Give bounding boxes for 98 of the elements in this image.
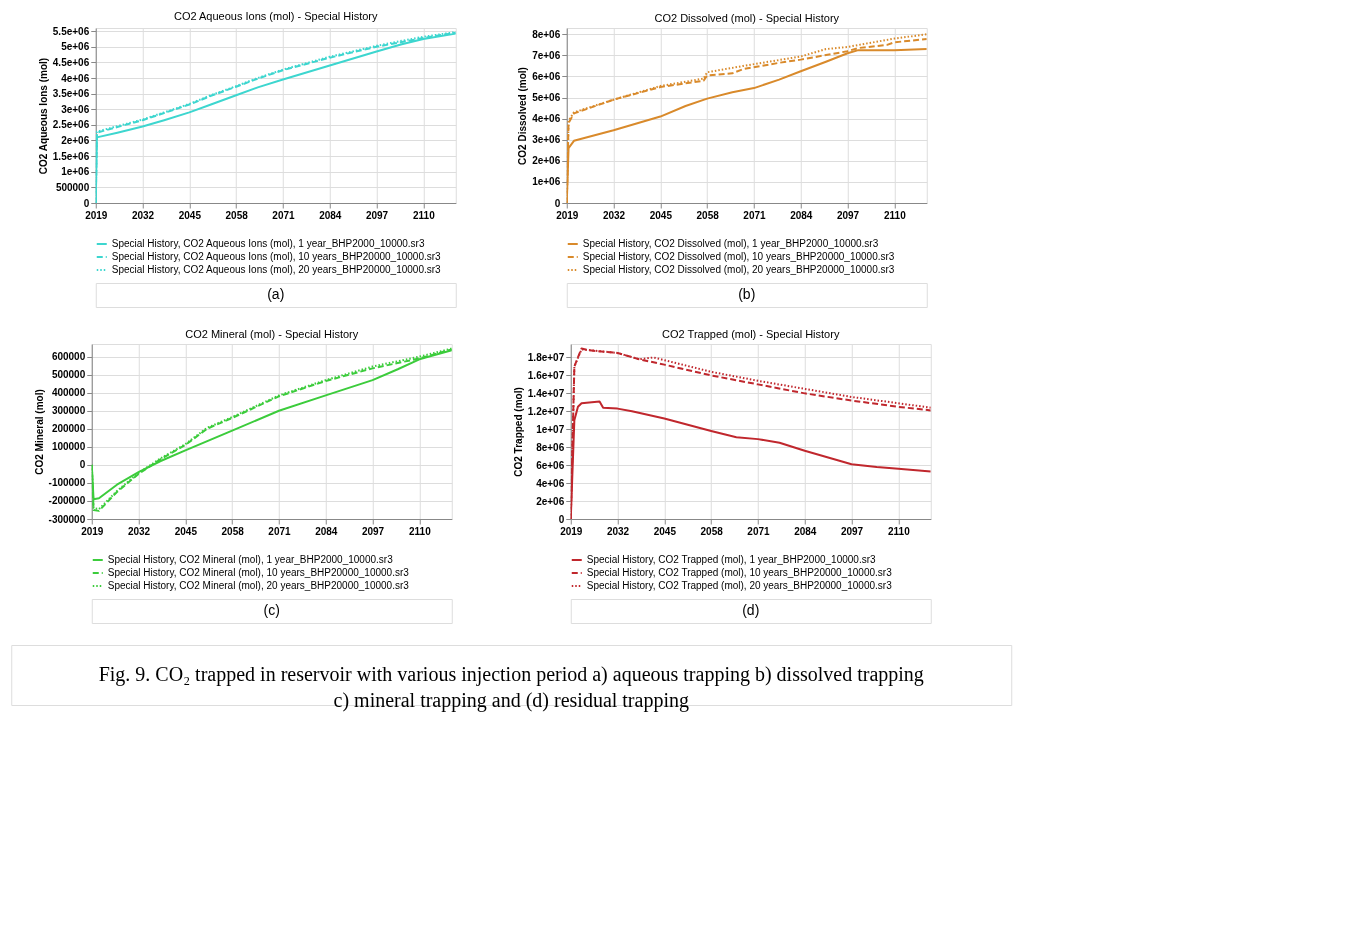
y-tick-label: 3e+06 [532,134,561,146]
y-tick-label: 4e+06 [536,477,565,489]
x-tick-label: 2045 [174,525,198,537]
x-tick-label: 2110 [884,209,907,221]
y-axis-title: CO2 Dissolved (mol) [517,67,529,165]
x-tick-label: 2110 [888,525,911,537]
y-tick-label: 6e+06 [532,70,561,82]
chart-title: CO2 Dissolved (mol) - Special History [654,12,840,24]
x-tick-label: 2045 [653,525,677,537]
y-tick-label: 1e+06 [532,176,561,188]
legend-label: Special History, CO2 Trapped (mol), 20 years_BHP20000_10000.sr3 [586,580,893,591]
x-tick-label: 2084 [319,209,342,221]
y-tick-label: 1.2e+07 [527,405,565,417]
y-tick-label: 1e+06 [61,166,90,178]
y-tick-label: 600000 [51,351,86,363]
x-tick-label: 2084 [790,209,813,221]
y-tick-label: 8e+06 [532,28,561,40]
y-tick-label: 6e+06 [536,459,565,471]
y-axis-title: CO2 Trapped (mol) [512,387,524,477]
y-tick-label: 5.5e+06 [52,25,90,37]
y-tick-label: 1.5e+06 [52,150,90,162]
x-tick-label: 2019 [85,209,108,221]
text: (d) [742,602,760,618]
chart-title: CO2 Aqueous Ions (mol) - Special History [173,10,379,23]
y-tick-label: 200000 [51,423,86,435]
x-tick-label: 2097 [840,525,864,537]
legend-label: Special History, CO2 Dissolved (mol), 10 years_BHP20000_10000.sr3 [582,251,895,262]
y-tick-label: 7e+06 [532,49,561,61]
x-tick-label: 2084 [794,525,817,537]
y-tick-label: 0 [558,513,565,525]
y-tick-label: 500000 [55,181,90,193]
x-tick-label: 2097 [361,525,385,537]
y-tick-label: 1.4e+07 [527,387,565,399]
y-tick-label: -100000 [48,477,86,489]
legend-label: Special History, CO2 Trapped (mol), 1 year_BHP2000_10000.sr3 [586,554,877,565]
text: (b) [738,286,756,302]
x-tick-label: 2071 [747,525,771,537]
text: (c) [263,602,280,618]
legend-label: Special History, CO2 Aqueous Ions (mol), 20 years_BHP20000_10000.sr3 [111,264,442,275]
legend-label: Special History, CO2 Dissolved (mol), 1 year_BHP2000_10000.sr3 [582,238,879,249]
x-tick-label: 2019 [81,525,104,537]
x-tick-label: 2110 [413,209,436,221]
x-tick-label: 2097 [836,209,860,221]
y-tick-label: 5e+06 [532,92,561,104]
legend-label: Special History, CO2 Mineral (mol), 1 year_BHP2000_10000.sr3 [107,554,394,565]
legend-label: Special History, CO2 Mineral (mol), 10 years_BHP20000_10000.sr3 [107,567,410,578]
y-tick-label: 1.8e+07 [527,351,565,363]
y-tick-label: 1e+07 [536,423,565,435]
y-tick-label: 2e+06 [61,135,90,146]
legend-label: Special History, CO2 Dissolved (mol), 20 years_BHP20000_10000.sr3 [582,264,895,275]
legend-label: Special History, CO2 Aqueous Ions (mol), 10 years_BHP20000_10000.sr3 [111,251,442,262]
legend-label: Special History, CO2 Mineral (mol), 20 years_BHP20000_10000.sr3 [107,580,410,591]
x-tick-label: 2032 [606,525,630,537]
x-tick-label: 2045 [649,209,673,221]
y-tick-label: 400000 [51,387,86,399]
y-tick-label: 8e+06 [536,441,565,453]
x-tick-label: 2032 [131,209,155,221]
y-tick-label: 300000 [51,405,86,417]
y-tick-label: 3e+06 [61,103,90,115]
x-tick-label: 2097 [365,209,389,221]
y-tick-label: 0 [554,197,561,209]
y-tick-label: -300000 [48,513,86,525]
y-tick-label: 2e+06 [532,155,561,167]
x-tick-label: 2058 [221,525,245,537]
y-tick-label: 2.5e+06 [52,119,90,131]
x-tick-label: 2071 [743,209,767,221]
y-tick-label: 0 [83,197,90,209]
legend-label: Special History, CO2 Aqueous Ions (mol), 1 year_BHP2000_10000.sr3 [111,238,425,249]
x-tick-label: 2019 [556,209,579,221]
chart-title: CO2 Trapped (mol) - Special History [662,328,840,340]
x-tick-label: 2019 [560,525,583,537]
y-tick-label: 500000 [51,369,86,381]
y-tick-label: 100000 [51,441,86,453]
x-tick-label: 2071 [268,525,292,537]
x-tick-label: 2032 [127,525,151,537]
y-tick-label: -200000 [48,495,86,507]
y-axis-title: CO2 Mineral (mol) [33,389,45,475]
y-tick-label: 3.5e+06 [52,88,90,100]
x-tick-label: 2071 [272,209,296,221]
x-tick-label: 2045 [178,209,202,221]
chart-title: CO2 Mineral (mol) - Special History [185,328,359,340]
x-tick-label: 2058 [225,209,249,221]
y-tick-label: 4e+06 [532,113,561,125]
y-tick-label: 0 [79,459,86,471]
x-tick-label: 2032 [602,209,626,221]
text: (a) [267,286,285,302]
y-axis-title: CO2 Aqueous Ions (mol) [37,57,49,175]
y-tick-label: 4.5e+06 [52,56,90,68]
y-tick-label: 5e+06 [61,41,90,53]
y-tick-label: 1.6e+07 [527,369,565,381]
x-tick-label: 2058 [700,525,724,537]
y-tick-label: 4e+06 [61,72,90,84]
y-tick-label: 2e+06 [536,495,565,507]
x-tick-label: 2058 [696,209,720,221]
x-tick-label: 2084 [315,525,338,537]
legend-label: Special History, CO2 Trapped (mol), 10 years_BHP20000_10000.sr3 [586,567,893,578]
caption: Fig. 9. CO₂ trapped in reservoir with various injection period a) aqueous trapping b) dissolved trapping c) mineral trapping and (d) residual trapping [98,663,924,712]
x-tick-label: 2110 [409,525,432,537]
